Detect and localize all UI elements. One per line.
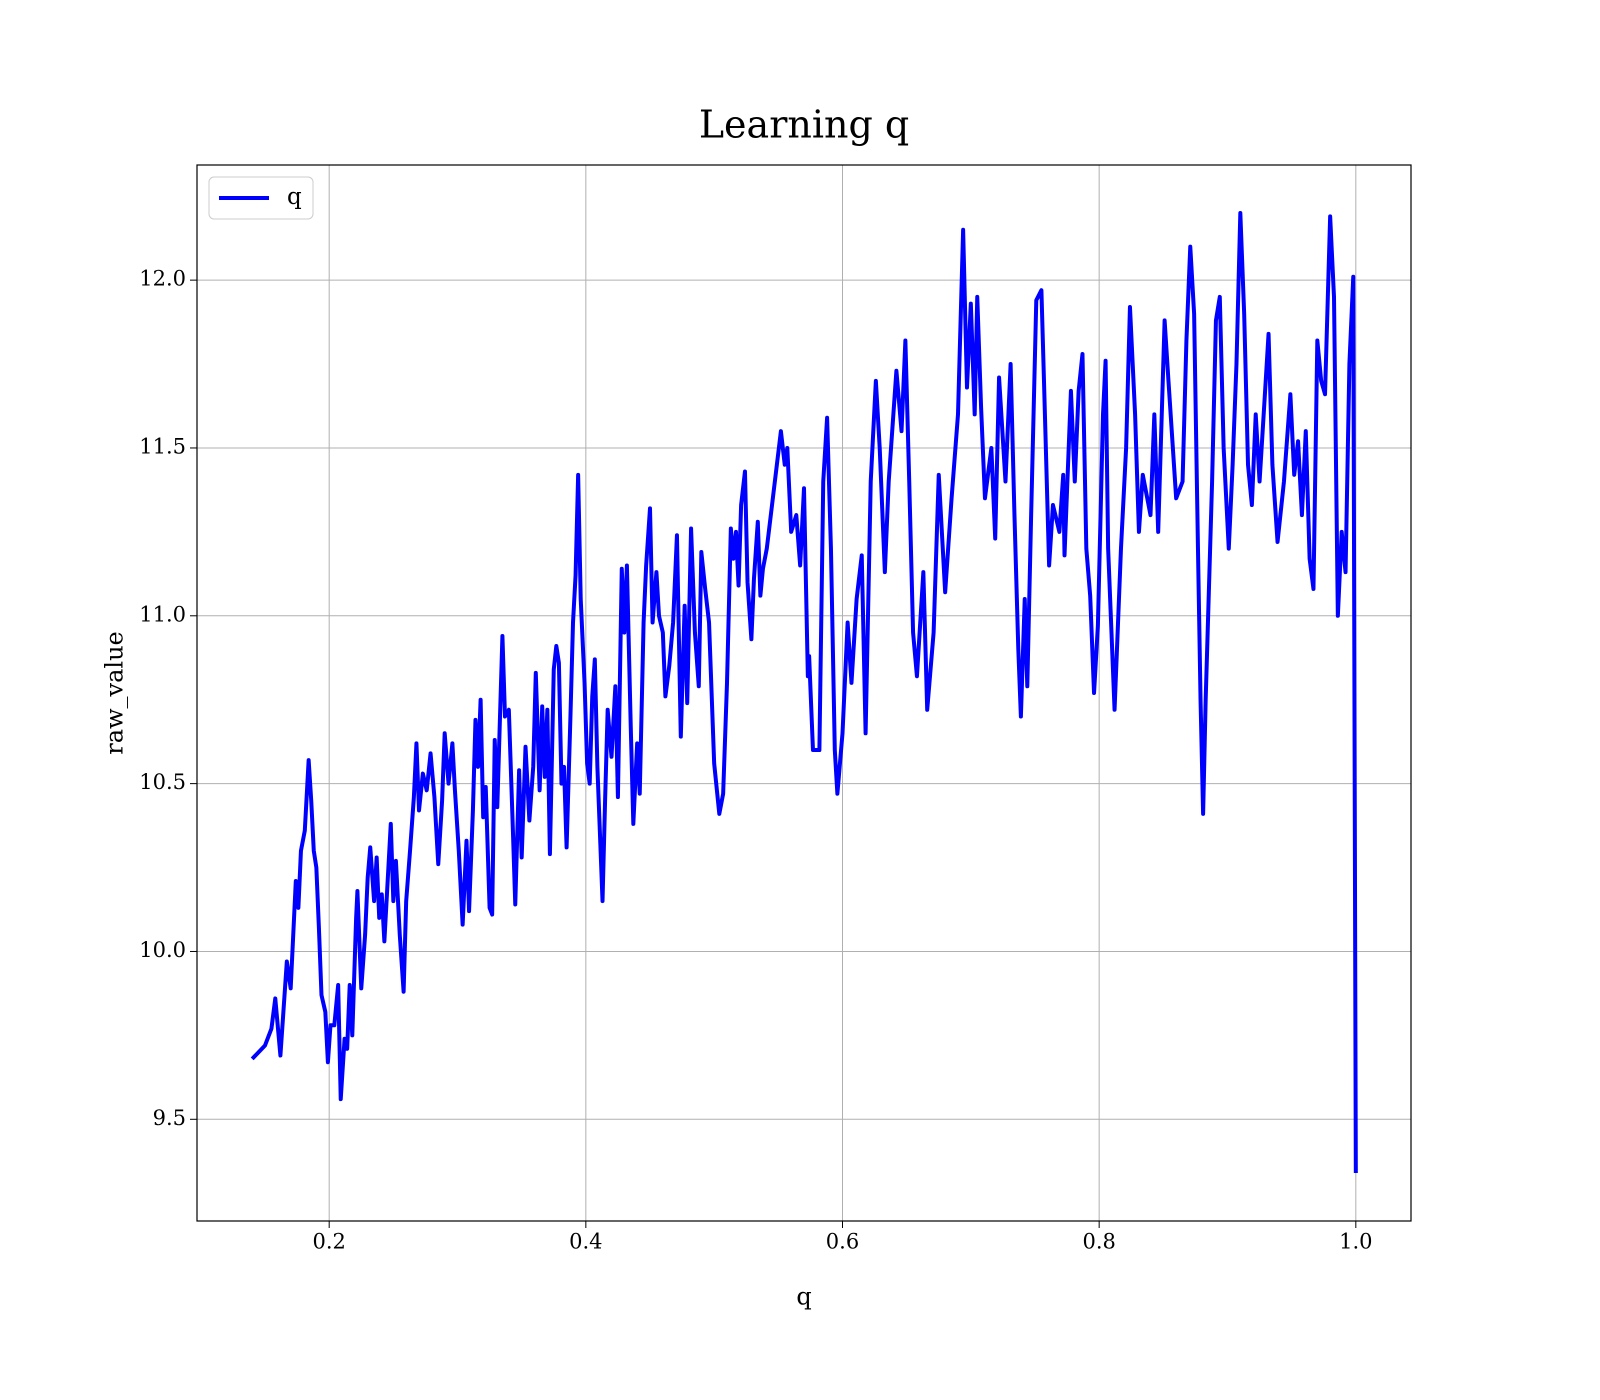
chart-title: Learning q (699, 103, 909, 147)
x-tick-label: 0.4 (569, 1230, 602, 1254)
y-tick-label: 9.5 (153, 1106, 186, 1130)
y-tick-label: 11.5 (139, 434, 186, 458)
x-axis-label: q (796, 1283, 811, 1311)
y-tick-label: 10.5 (139, 770, 186, 794)
x-tick-label: 0.2 (312, 1230, 345, 1254)
x-tick-label: 0.6 (826, 1230, 859, 1254)
plot-frame (196, 164, 1412, 1222)
legend-label: q (287, 184, 302, 210)
y-tick-label: 12.0 (139, 267, 186, 291)
y-tick-label: 10.0 (139, 938, 186, 962)
y-axis-label: raw_value (101, 631, 129, 755)
x-tick-label: 0.8 (1082, 1230, 1115, 1254)
data-line (250, 211, 1358, 1174)
x-tick-label: 1.0 (1339, 1230, 1372, 1254)
y-tick-label: 11.0 (139, 602, 186, 626)
